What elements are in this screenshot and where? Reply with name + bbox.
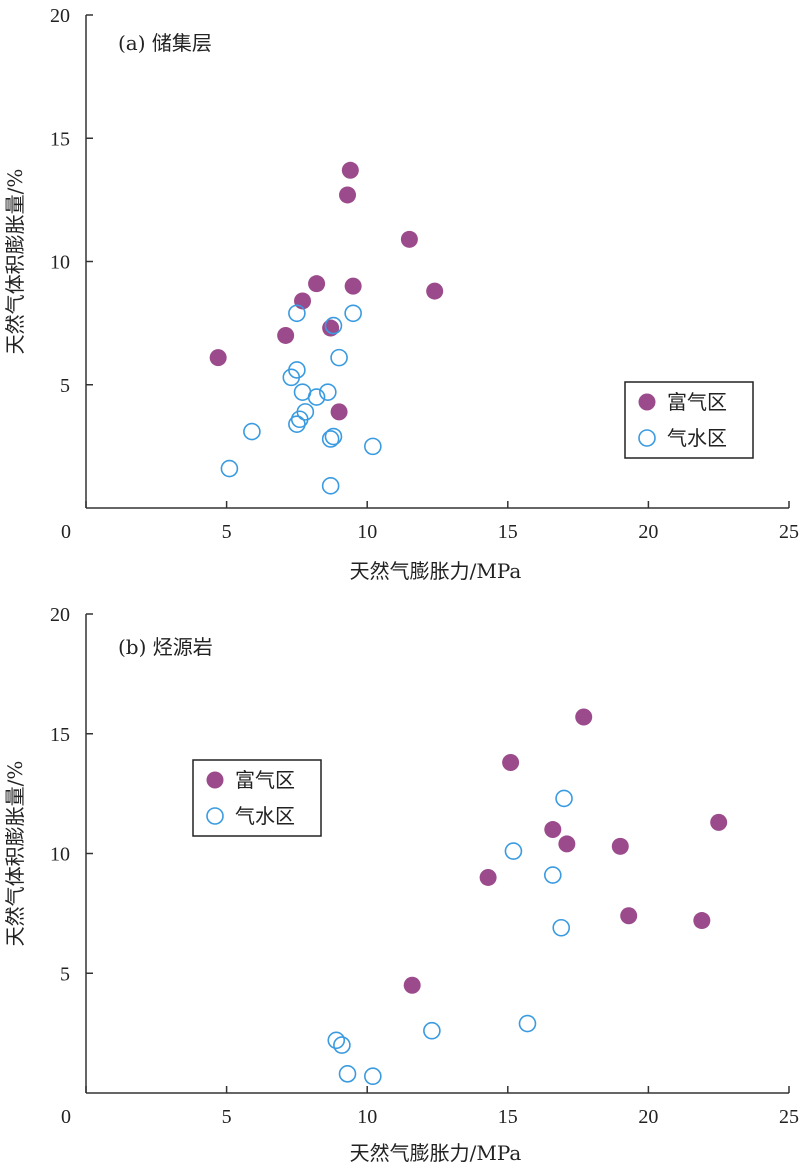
panel-b-point-rich-gas	[693, 912, 711, 930]
panel-a-point-rich-gas	[400, 230, 418, 248]
panel-a-title: (a) 储集层	[118, 31, 212, 55]
panel-a-point-gas-water	[321, 430, 340, 448]
panel-b-point-rich-gas	[544, 821, 562, 839]
panel-b-y-tick-label: 5	[60, 963, 70, 985]
panel-a-y-tick-label: 15	[50, 128, 70, 150]
panel-b-point-rich-gas	[502, 753, 520, 771]
panel-a-point-gas-water	[307, 388, 326, 406]
panel-a-point-rich-gas	[339, 186, 357, 204]
panel-b-point-rich-gas	[611, 837, 629, 855]
panel-b-point-rich-gas	[403, 976, 421, 994]
panel-a-legend-marker	[638, 429, 656, 447]
panel-b-x-tick-label: 25	[779, 1106, 799, 1128]
panel-b-point-gas-water	[504, 842, 523, 860]
panel-a-point-gas-water	[364, 437, 382, 456]
panel-a-legend-label: 气水区	[667, 426, 727, 450]
panel-b-x-tick-label: 5	[222, 1106, 232, 1128]
panel-a-point-gas-water	[288, 415, 306, 433]
panel-b-y-axis-title: 天然气体积膨胀量/%	[3, 761, 27, 947]
panel-a-y-tick-label: 10	[50, 252, 70, 274]
panel-a-legend-marker	[638, 393, 656, 411]
panel-a-x-tick-label: 20	[638, 521, 658, 543]
panel-b-legend-marker	[206, 807, 224, 825]
panel-b-point-gas-water	[327, 1031, 346, 1050]
panel-b-legend-marker	[206, 771, 224, 789]
panel-a-point-gas-water	[330, 348, 348, 367]
panel-b-point-gas-water	[518, 1014, 537, 1033]
panel-b-point-gas-water	[364, 1067, 382, 1086]
panel-b-y-tick-label: 15	[50, 724, 70, 746]
panel-b-point-rich-gas	[479, 868, 497, 886]
panel-b-x-axis-title: 天然气膨胀力/MPa	[350, 1141, 522, 1165]
panel-a-point-rich-gas	[277, 326, 295, 344]
panel-a-point-rich-gas	[322, 319, 340, 337]
panel-b-point-gas-water	[543, 866, 562, 884]
panel-b-point-rich-gas	[558, 835, 576, 853]
panel-b-point-rich-gas	[710, 813, 728, 831]
panel-a-point-gas-water	[321, 477, 340, 495]
panel-b-title: (b) 烃源岩	[118, 635, 213, 659]
panel-a-y-tick-label: 20	[50, 5, 70, 27]
panel-a-x-axis-title: 天然气膨胀力/MPa	[350, 559, 522, 583]
panel-a-point-gas-water	[344, 304, 362, 323]
panel-b-point-gas-water	[552, 918, 571, 937]
panel-a-x-tick-label: 25	[779, 521, 799, 543]
panel-a-point-rich-gas	[341, 161, 359, 179]
panel-b-x-tick-label: 15	[498, 1106, 518, 1128]
panel-a-point-gas-water	[319, 383, 337, 401]
panel-b-legend-label: 气水区	[235, 804, 295, 828]
panel-b-point-gas-water	[333, 1036, 351, 1054]
panel-a-y-axis-title: 天然气体积膨胀量/%	[3, 169, 27, 355]
panel-a-point-rich-gas	[308, 275, 326, 293]
panel-b-x-tick-label: 20	[638, 1106, 658, 1128]
panel-b-point-rich-gas	[620, 907, 638, 925]
panel-b-point-gas-water	[423, 1021, 441, 1040]
panel-a-legend-label: 富气区	[667, 390, 727, 414]
panel-a-point-gas-water	[243, 422, 261, 441]
panel-a-point-rich-gas	[330, 403, 348, 421]
panel-b-point-gas-water	[555, 789, 573, 808]
panel-a-x-tick-label: 5	[222, 521, 232, 543]
panel-a-x-tick-label: 15	[498, 521, 518, 543]
panel-a-point-gas-water	[220, 459, 239, 478]
panel-a-point-rich-gas	[209, 349, 227, 367]
panel-a-x-tick-label: 10	[357, 521, 377, 543]
panel-b-y-tick-label: 10	[50, 844, 70, 866]
panel-a-point-gas-water	[288, 304, 306, 323]
panel-b-point-gas-water	[338, 1065, 357, 1083]
panel-a-x-tick-label: 0	[61, 521, 71, 543]
panel-a-y-tick-label: 5	[60, 375, 70, 397]
panel-a-point-rich-gas	[426, 282, 444, 300]
panel-a-point-gas-water	[296, 403, 315, 421]
panel-a-point-gas-water	[288, 361, 306, 379]
panel-b-y-tick-label: 20	[50, 604, 70, 626]
panel-a-point-rich-gas	[344, 277, 362, 295]
panel-b-point-rich-gas	[575, 708, 593, 726]
panel-a-point-gas-water	[324, 427, 343, 446]
panel-a-point-gas-water	[324, 316, 343, 335]
panel-b-x-tick-label: 10	[357, 1106, 377, 1128]
panel-b-x-tick-label: 0	[61, 1106, 71, 1128]
panel-b-legend-label: 富气区	[235, 768, 295, 792]
